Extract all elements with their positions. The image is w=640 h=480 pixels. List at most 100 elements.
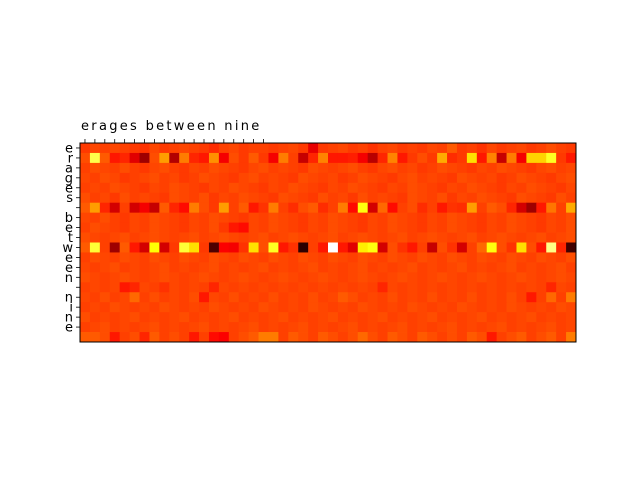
heatmap-cell xyxy=(179,302,190,313)
heatmap-cell xyxy=(169,332,180,343)
heatmap-cell xyxy=(268,232,279,243)
heatmap-cell xyxy=(357,302,369,313)
heatmap-cell xyxy=(516,192,527,204)
heatmap-cell xyxy=(218,192,230,204)
heatmap-cell xyxy=(308,232,319,243)
heatmap-cell xyxy=(476,302,488,313)
heatmap-cell xyxy=(129,242,140,253)
heatmap-cell xyxy=(199,282,210,293)
heatmap-cell xyxy=(80,312,91,323)
heatmap-cell xyxy=(476,172,488,184)
heatmap-cell xyxy=(208,192,220,204)
heatmap-cell xyxy=(248,192,259,204)
heatmap-cell xyxy=(357,232,369,243)
heatmap-cell xyxy=(139,242,150,253)
heatmap-cell xyxy=(218,182,230,194)
heatmap-cell xyxy=(556,232,567,243)
heatmap-cell xyxy=(189,282,200,293)
heatmap-cell xyxy=(526,222,537,233)
heatmap-cell xyxy=(427,272,438,283)
heatmap-cell xyxy=(278,262,289,273)
heatmap-cell xyxy=(566,302,577,313)
heatmap-cell xyxy=(199,182,210,194)
heatmap-cell xyxy=(357,202,369,214)
heatmap-cell xyxy=(129,322,140,333)
heatmap-cell xyxy=(407,272,418,283)
heatmap-cell xyxy=(476,252,488,263)
heatmap-cell xyxy=(546,252,557,263)
heatmap-cell xyxy=(546,312,557,323)
heatmap-cell xyxy=(109,252,121,263)
heatmap-cell xyxy=(427,232,438,243)
heatmap-cell xyxy=(328,322,339,333)
heatmap-cell xyxy=(179,162,190,174)
heatmap-cell xyxy=(536,322,547,333)
heatmap-cell xyxy=(397,282,408,293)
heatmap-cell xyxy=(278,143,289,154)
heatmap-cell xyxy=(417,262,428,273)
heatmap-cell xyxy=(119,143,130,154)
heatmap-cell xyxy=(427,222,438,233)
heatmap-cell xyxy=(298,192,309,204)
heatmap-cell xyxy=(447,143,458,154)
heatmap-cell xyxy=(109,242,121,253)
heatmap-cell xyxy=(566,222,577,233)
heatmap-cell xyxy=(377,232,388,243)
heatmap-cell xyxy=(208,292,220,303)
heatmap-cell xyxy=(566,242,577,253)
heatmap-cell xyxy=(337,143,349,154)
heatmap-cell xyxy=(437,162,448,174)
heatmap-cell xyxy=(218,332,230,343)
heatmap-cell xyxy=(189,322,200,333)
heatmap-cell xyxy=(228,242,240,253)
heatmap-cell xyxy=(496,252,507,263)
heatmap-cell xyxy=(476,242,488,253)
heatmap-cell xyxy=(337,282,349,293)
heatmap-cell xyxy=(278,212,289,223)
heatmap-cell xyxy=(466,232,478,243)
heatmap-cell xyxy=(328,182,339,194)
heatmap-cell xyxy=(199,172,210,184)
heatmap-cell xyxy=(119,232,130,243)
heatmap-cell xyxy=(496,222,507,233)
heatmap-cell xyxy=(566,332,577,343)
x-ticks xyxy=(84,139,264,143)
heatmap-cell xyxy=(119,222,130,233)
heatmap-cell xyxy=(337,242,349,253)
heatmap-cell xyxy=(466,272,478,283)
top-sequence-label: erages between nine xyxy=(81,119,262,134)
heatmap-cell xyxy=(149,272,160,283)
heatmap-cell xyxy=(437,262,448,273)
heatmap-cell xyxy=(556,182,567,194)
heatmap-cell xyxy=(199,143,210,154)
heatmap-cell xyxy=(248,332,259,343)
heatmap-cell xyxy=(298,252,309,263)
heatmap-cell xyxy=(377,242,388,253)
heatmap-cell xyxy=(566,152,577,164)
heatmap-cell xyxy=(556,272,567,283)
heatmap-cell xyxy=(139,292,150,303)
heatmap-cell xyxy=(109,222,121,233)
heatmap-cell xyxy=(337,272,349,283)
heatmap-cell xyxy=(189,143,200,154)
heatmap-cell xyxy=(506,282,517,293)
heatmap-cell xyxy=(288,322,299,333)
heatmap-cell xyxy=(179,322,190,333)
heatmap-cell xyxy=(466,252,478,263)
heatmap-cell xyxy=(159,282,170,293)
heatmap-cell xyxy=(486,162,498,174)
heatmap-cell xyxy=(208,282,220,293)
heatmap-cell xyxy=(357,143,369,154)
heatmap-cell xyxy=(526,282,537,293)
heatmap-cell xyxy=(476,282,488,293)
heatmap-cell xyxy=(526,212,537,223)
heatmap-cell xyxy=(437,212,448,223)
heatmap-cell xyxy=(298,322,309,333)
heatmap-cell xyxy=(506,182,517,194)
heatmap-cell xyxy=(526,143,537,154)
heatmap-cell xyxy=(179,252,190,263)
heatmap-cell xyxy=(109,272,121,283)
heatmap-cell xyxy=(447,222,458,233)
heatmap-cell xyxy=(139,212,150,223)
heatmap-cell xyxy=(139,272,150,283)
